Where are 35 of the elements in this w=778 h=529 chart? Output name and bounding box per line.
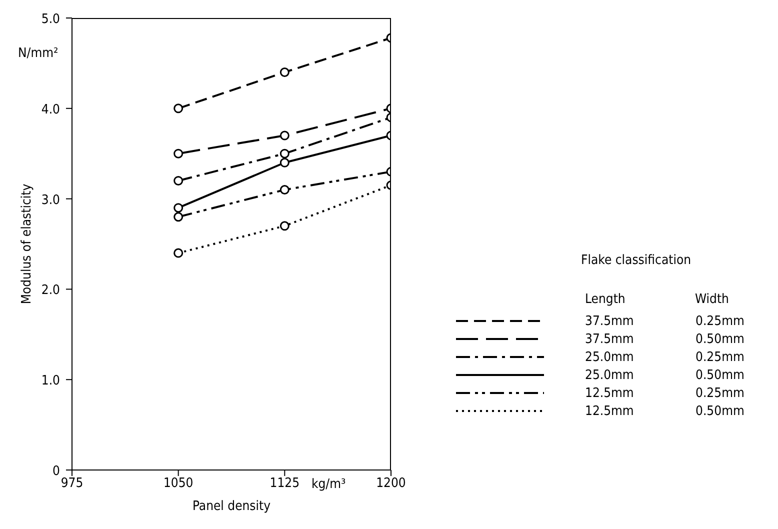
- text: 25.0mm 0.50mm: [585, 368, 744, 382]
- text: Width: [695, 292, 729, 306]
- text: N/mm²: [18, 46, 58, 61]
- point: [280, 130, 290, 140]
- y-tick-label: 1.0: [41, 374, 60, 389]
- point: [280, 67, 290, 77]
- x-tick-label: 1125: [270, 476, 300, 492]
- point: [174, 203, 184, 213]
- y-axis-title: Modulus of elasticity: [20, 184, 35, 304]
- text: 25.0mm 0.25mm: [585, 350, 744, 364]
- text: 37.5mm 0.25mm: [585, 314, 744, 328]
- text: 37.5mm 0.50mm: [585, 332, 744, 346]
- point: [280, 158, 290, 168]
- y-tick-label: 3.0: [41, 192, 60, 208]
- point: [174, 148, 184, 158]
- point: [280, 185, 290, 195]
- text: Length: [585, 292, 626, 306]
- x-tick-label: 1050: [163, 476, 194, 492]
- x-tick-label: 975: [60, 476, 84, 492]
- point: [174, 176, 184, 186]
- point: [280, 148, 290, 158]
- text: kg/m³: [311, 477, 346, 492]
- x-axis-title: Panel density: [192, 499, 271, 514]
- point: [174, 212, 184, 222]
- point: [174, 248, 184, 258]
- y-tick-label: 4.0: [41, 102, 60, 118]
- text: 12.5mm 0.25mm: [585, 386, 744, 400]
- point: [174, 104, 184, 114]
- y-tick-label: 2.0: [41, 283, 60, 298]
- legend-title: Flake classification: [581, 253, 692, 268]
- y-tick-label: 0: [52, 464, 60, 479]
- x-tick-label: 1200: [376, 476, 406, 492]
- text: 12.5mm 0.50mm: [585, 404, 744, 418]
- y-tick-label: 5.0: [41, 12, 60, 27]
- point: [280, 221, 290, 231]
